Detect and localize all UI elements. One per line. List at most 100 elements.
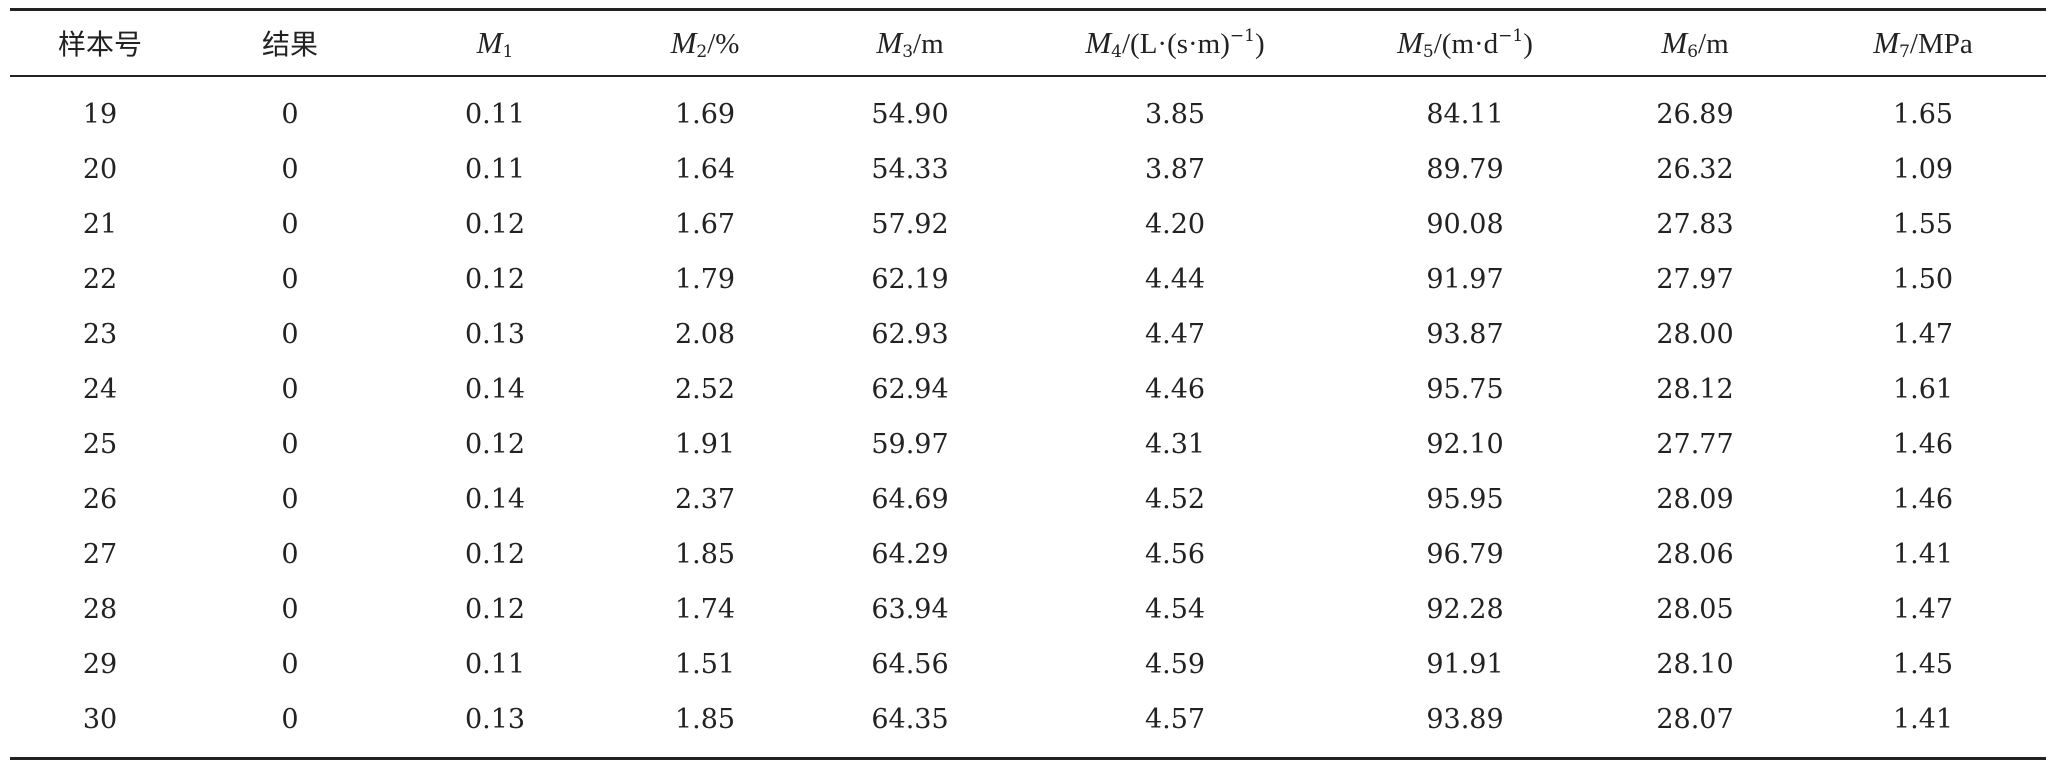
table-cell: 28.10 xyxy=(1656,649,1734,680)
table-cell: 0 xyxy=(281,594,299,625)
table-cell: 91.91 xyxy=(1426,649,1504,680)
unit-label: /m xyxy=(913,27,944,60)
table-row: 20 0 0.11 1.64 54.33 3.87 89.79 26.32 1.09 xyxy=(10,142,2046,197)
table-cell: 4.56 xyxy=(1144,539,1206,570)
table-cell: 64.35 xyxy=(871,704,949,735)
table-cell: 0.14 xyxy=(464,484,526,515)
variable-symbol: M xyxy=(876,24,903,60)
table-cell: 0 xyxy=(281,209,299,240)
unit-close: ) xyxy=(1523,27,1533,60)
table-cell: 62.94 xyxy=(871,374,949,405)
table-cell: 24 xyxy=(82,374,118,405)
table-cell: 0.13 xyxy=(464,319,526,350)
table-cell: 1.47 xyxy=(1892,594,1954,625)
table-cell: 1.74 xyxy=(674,594,736,625)
table-cell: 0.12 xyxy=(464,429,526,460)
table-cell: 93.89 xyxy=(1426,704,1504,735)
table-row: 21 0 0.12 1.67 57.92 4.20 90.08 27.83 1.55 xyxy=(10,197,2046,252)
table-cell: 0 xyxy=(281,704,299,735)
table-cell: 28.06 xyxy=(1656,539,1734,570)
table-cell: 28.12 xyxy=(1656,374,1734,405)
table-cell: 0.12 xyxy=(464,264,526,295)
table-cell: 0.12 xyxy=(464,539,526,570)
table-cell: 59.97 xyxy=(871,429,949,460)
table-cell: 30 xyxy=(82,704,118,735)
data-table-container: 样本号 结果 M1 M2/% M3/m M4/(L·(s·m)−1) M5/(m·d−1) M… xyxy=(10,8,2046,760)
column-header-2: 结果 xyxy=(261,28,318,61)
column-header-9: M7/MPa xyxy=(1800,10,2046,77)
table-cell: 89.79 xyxy=(1426,154,1504,185)
table-cell: 28.00 xyxy=(1656,319,1734,350)
table-cell: 1.09 xyxy=(1892,154,1954,185)
table-row: 25 0 0.12 1.91 59.97 4.31 92.10 27.77 1.46 xyxy=(10,417,2046,472)
table-cell: 54.90 xyxy=(871,99,949,130)
table-cell: 19 xyxy=(82,99,118,130)
table-cell: 0 xyxy=(281,154,299,185)
table-cell: 1.46 xyxy=(1892,429,1954,460)
table-cell: 1.61 xyxy=(1892,374,1954,405)
table-row: 19 0 0.11 1.69 54.90 3.85 84.11 26.89 1.65 xyxy=(10,76,2046,142)
table-cell: 0.14 xyxy=(464,374,526,405)
variable-symbol: M xyxy=(1085,24,1112,60)
variable-symbol: M xyxy=(1873,24,1900,60)
table-cell: 1.64 xyxy=(674,154,736,185)
table-cell: 0.11 xyxy=(464,649,526,680)
variable-subscript: 1 xyxy=(502,41,514,62)
table-cell: 0 xyxy=(281,99,299,130)
table-cell: 4.46 xyxy=(1144,374,1206,405)
table-cell: 62.93 xyxy=(871,319,949,350)
table-cell: 27 xyxy=(82,539,118,570)
table-cell: 25 xyxy=(82,429,118,460)
table-cell: 29 xyxy=(82,649,118,680)
unit-exponent: −1 xyxy=(1229,25,1255,46)
table-cell: 1.91 xyxy=(674,429,736,460)
table-cell: 26 xyxy=(82,484,118,515)
table-cell: 1.67 xyxy=(674,209,736,240)
table-cell: 96.79 xyxy=(1426,539,1504,570)
table-cell: 28.05 xyxy=(1656,594,1734,625)
table-cell: 1.41 xyxy=(1892,704,1954,735)
unit-label: /m xyxy=(1698,27,1729,60)
table-row: 27 0 0.12 1.85 64.29 4.56 96.79 28.06 1.41 xyxy=(10,527,2046,582)
table-header-row: 样本号 结果 M1 M2/% M3/m M4/(L·(s·m)−1) M5/(m·d−1) M… xyxy=(10,9,2046,77)
table-cell: 91.97 xyxy=(1426,264,1504,295)
table-cell: 1.46 xyxy=(1892,484,1954,515)
table-cell: 26.32 xyxy=(1656,154,1734,185)
table-cell: 1.47 xyxy=(1892,319,1954,350)
table-row: 23 0 0.13 2.08 62.93 4.47 93.87 28.00 1.47 xyxy=(10,307,2046,362)
unit-exponent: −1 xyxy=(1498,25,1524,46)
table-body: 19 0 0.11 1.69 54.90 3.85 84.11 26.89 1.65 20 0 0.1… xyxy=(10,76,2046,759)
table-cell: 23 xyxy=(82,319,118,350)
table-cell: 27.83 xyxy=(1656,209,1734,240)
column-header-8: M6/m xyxy=(1590,10,1800,77)
table-cell: 54.33 xyxy=(871,154,949,185)
variable-symbol: M xyxy=(1661,24,1688,60)
table-cell: 0.11 xyxy=(464,99,526,130)
table-row: 22 0 0.12 1.79 62.19 4.44 91.97 27.97 1.50 xyxy=(10,252,2046,307)
table-cell: 3.87 xyxy=(1144,154,1206,185)
table-row: 24 0 0.14 2.52 62.94 4.46 95.75 28.12 1.61 xyxy=(10,362,2046,417)
table-cell: 63.94 xyxy=(871,594,949,625)
variable-symbol: M xyxy=(670,24,697,60)
table-cell: 22 xyxy=(82,264,118,295)
variable-symbol: M xyxy=(1397,24,1423,60)
unit-label: /MPa xyxy=(1909,27,1973,60)
table-cell: 1.50 xyxy=(1892,264,1954,295)
table-cell: 4.59 xyxy=(1144,649,1206,680)
table-cell: 64.69 xyxy=(871,484,949,515)
table-cell: 64.56 xyxy=(871,649,949,680)
table-cell: 20 xyxy=(82,154,118,185)
table-cell: 28.09 xyxy=(1656,484,1734,515)
table-row: 26 0 0.14 2.37 64.69 4.52 95.95 28.09 1.46 xyxy=(10,472,2046,527)
table-cell: 57.92 xyxy=(871,209,949,240)
table-cell: 4.54 xyxy=(1144,594,1206,625)
table-cell: 0 xyxy=(281,429,299,460)
table-cell: 95.95 xyxy=(1426,484,1504,515)
table-cell: 0.11 xyxy=(464,154,526,185)
column-header-7: M5/(m·d−1) xyxy=(1340,10,1590,77)
table-cell: 4.20 xyxy=(1144,209,1206,240)
variable-subscript: 5 xyxy=(1422,41,1434,62)
table-cell: 3.85 xyxy=(1144,99,1206,130)
table-cell: 26.89 xyxy=(1656,99,1734,130)
table-cell: 4.31 xyxy=(1144,429,1206,460)
